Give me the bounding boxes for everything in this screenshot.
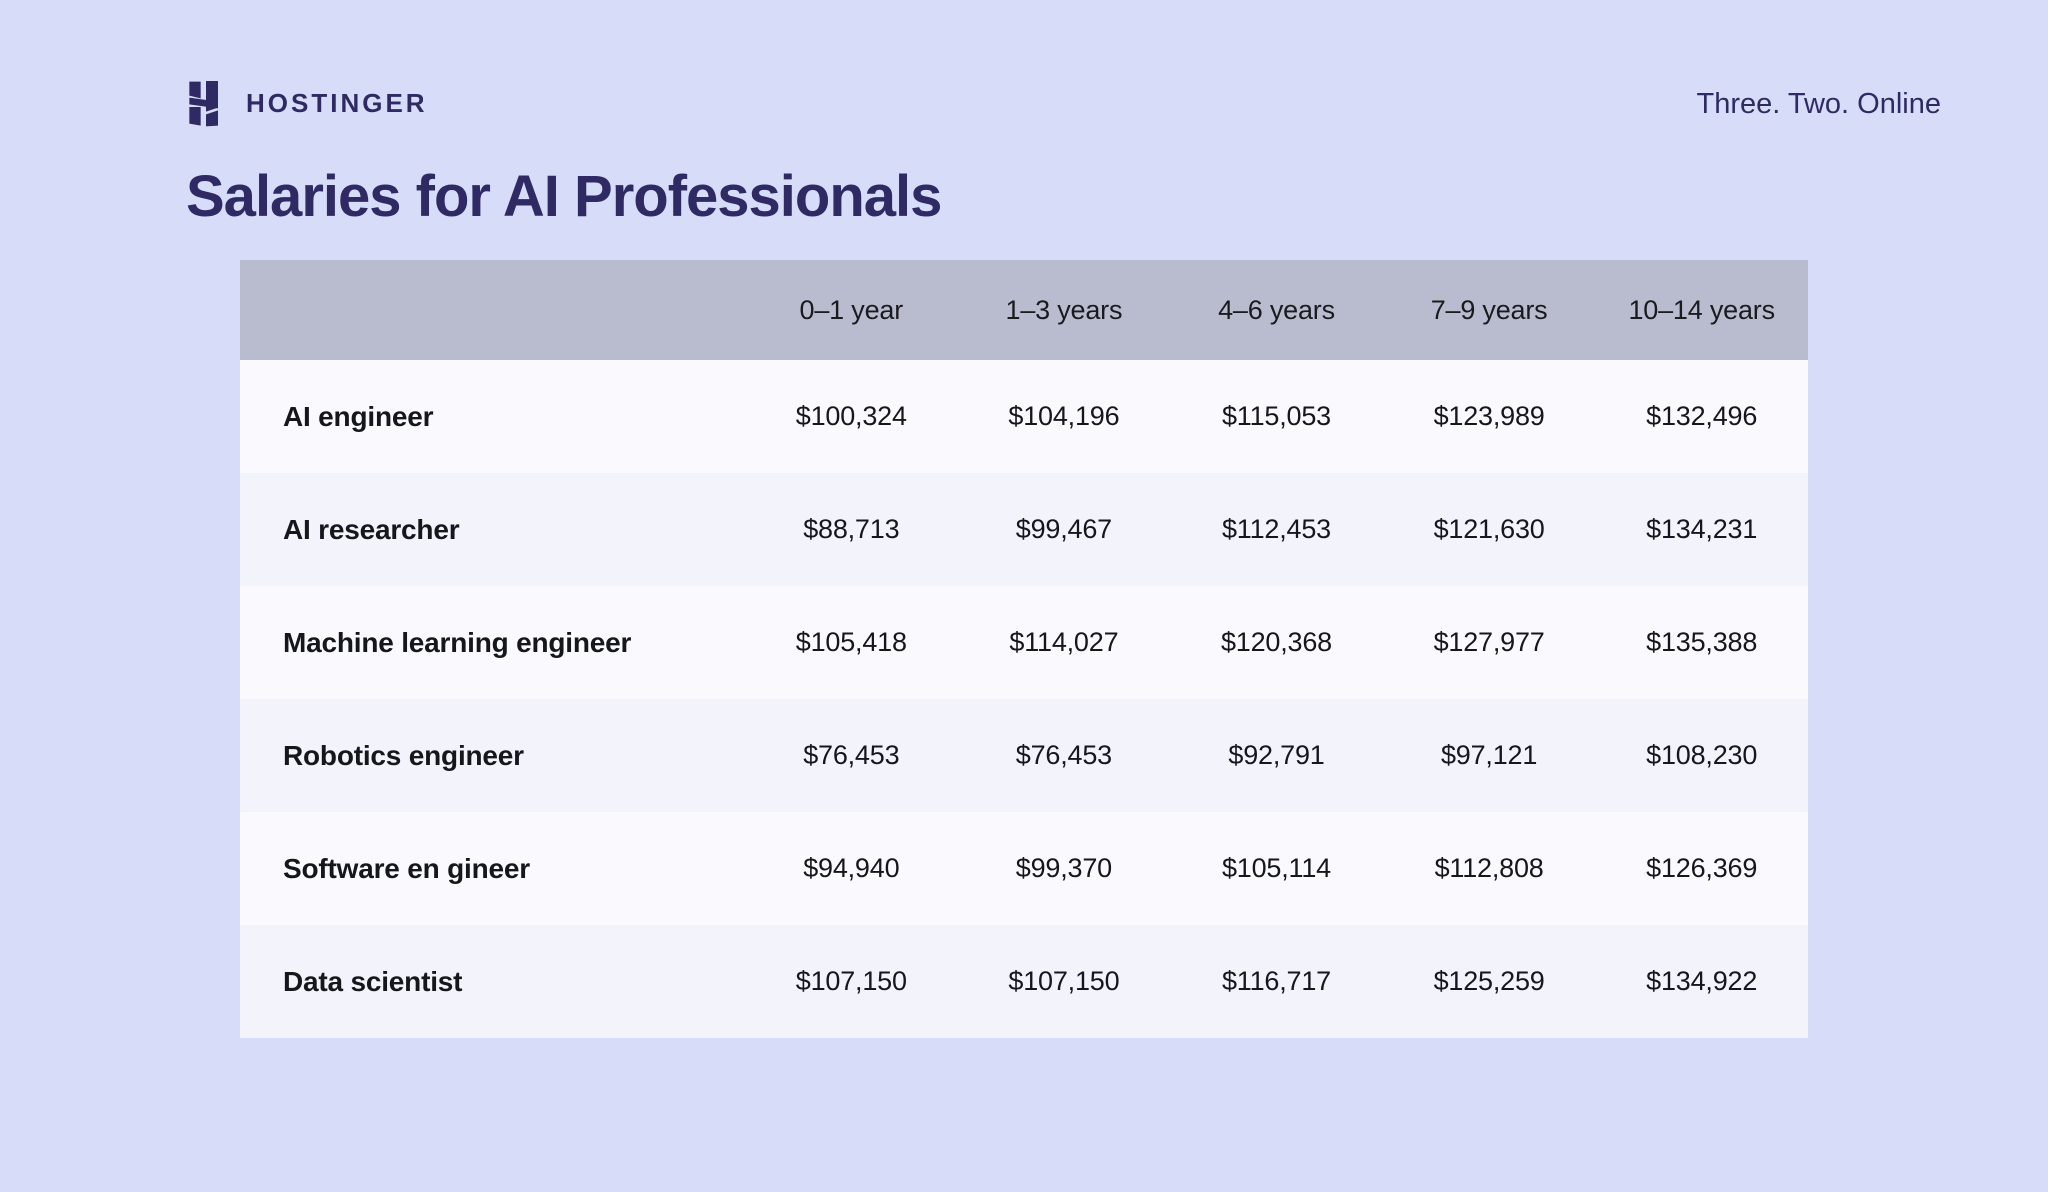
salary-value: $76,453 bbox=[803, 740, 900, 770]
table-header-cell-4-6-years: 4–6 years bbox=[1218, 294, 1335, 325]
hostinger-logo: HOSTINGER bbox=[182, 76, 428, 130]
hostinger-wordmark: HOSTINGER bbox=[246, 87, 428, 118]
salary-value: $120,368 bbox=[1220, 627, 1332, 657]
table-header-cell-10-14-years: 10–14 years bbox=[1628, 294, 1775, 325]
salary-value: $116,717 bbox=[1221, 966, 1331, 996]
salary-value: $97,121 bbox=[1440, 740, 1538, 770]
row-label: Data scientist bbox=[283, 965, 463, 997]
salary-value: $126,369 bbox=[1646, 853, 1758, 883]
salary-value: $127,977 bbox=[1433, 627, 1545, 657]
row-label: Robotics engineer bbox=[283, 739, 524, 771]
salary-value: $108,230 bbox=[1646, 740, 1758, 770]
salary-value: $99,467 bbox=[1015, 514, 1112, 544]
salary-value: $107,150 bbox=[1008, 966, 1120, 996]
table-header-empty-cell bbox=[240, 260, 745, 360]
salary-value: $134,231 bbox=[1646, 514, 1758, 544]
salary-value: $134,922 bbox=[1646, 966, 1758, 996]
salary-value: $121,630 bbox=[1433, 514, 1545, 544]
table-row: AI researcher $88,713 $99,467 $112,453 $121,… bbox=[240, 473, 1808, 586]
salary-value: $92,791 bbox=[1228, 740, 1325, 770]
salary-value: $114,027 bbox=[1009, 627, 1119, 657]
salary-value: $125,259 bbox=[1433, 966, 1545, 996]
salary-value: $112,808 bbox=[1434, 853, 1544, 883]
table-row: Robotics engineer $76,453 $76,453 $92,791 $9… bbox=[240, 699, 1808, 812]
row-label: Software en gineer bbox=[283, 852, 530, 884]
row-label: AI researcher bbox=[283, 513, 460, 545]
brand-tagline: Three. Two. Online bbox=[1696, 88, 1941, 120]
salary-value: $99,370 bbox=[1015, 853, 1112, 883]
salary-value: $132,496 bbox=[1646, 401, 1758, 431]
salary-value: $104,196 bbox=[1008, 401, 1120, 431]
salary-value: $112,453 bbox=[1221, 514, 1331, 544]
table-header-cell-0-1-year: 0–1 year bbox=[799, 294, 904, 325]
salary-value: $115,053 bbox=[1221, 401, 1331, 431]
table-row: Machine learning engineer $105,418 $114,02… bbox=[240, 586, 1808, 699]
table-row: AI engineer $100,324 $104,196 $115,053 $123,… bbox=[240, 360, 1808, 473]
table-header-cell-7-9-years: 7–9 years bbox=[1430, 294, 1548, 325]
salary-value: $123,989 bbox=[1433, 401, 1545, 431]
table-header-cell-1-3-years: 1–3 years bbox=[1005, 294, 1123, 325]
salary-table: 0–1 year 1–3 years 4–6 years 7–9 years 1… bbox=[240, 260, 1808, 1038]
table-body: AI engineer $100,324 $104,196 $115,053 $123,… bbox=[240, 360, 1808, 1038]
salary-value: $105,114 bbox=[1221, 853, 1331, 883]
row-label: AI engineer bbox=[283, 400, 434, 432]
table-row: Data scientist $107,150 $107,150 $116,717 $1… bbox=[240, 925, 1808, 1038]
salary-value: $100,324 bbox=[795, 401, 907, 431]
table-header-row: 0–1 year 1–3 years 4–6 years 7–9 years 1… bbox=[240, 260, 1808, 360]
row-label: Machine learning engineer bbox=[283, 626, 632, 658]
salary-value: $135,388 bbox=[1646, 627, 1758, 657]
page-title: Salaries for AI Professionals bbox=[186, 164, 942, 229]
salary-value: $76,453 bbox=[1015, 740, 1112, 770]
salary-value: $105,418 bbox=[795, 627, 907, 657]
salary-value: $94,940 bbox=[803, 853, 900, 883]
hostinger-h-icon bbox=[189, 81, 218, 127]
salary-value: $88,713 bbox=[803, 514, 900, 544]
salary-value: $107,150 bbox=[795, 966, 907, 996]
table-row: Software en gineer $94,940 $99,370 $105,114… bbox=[240, 812, 1808, 925]
